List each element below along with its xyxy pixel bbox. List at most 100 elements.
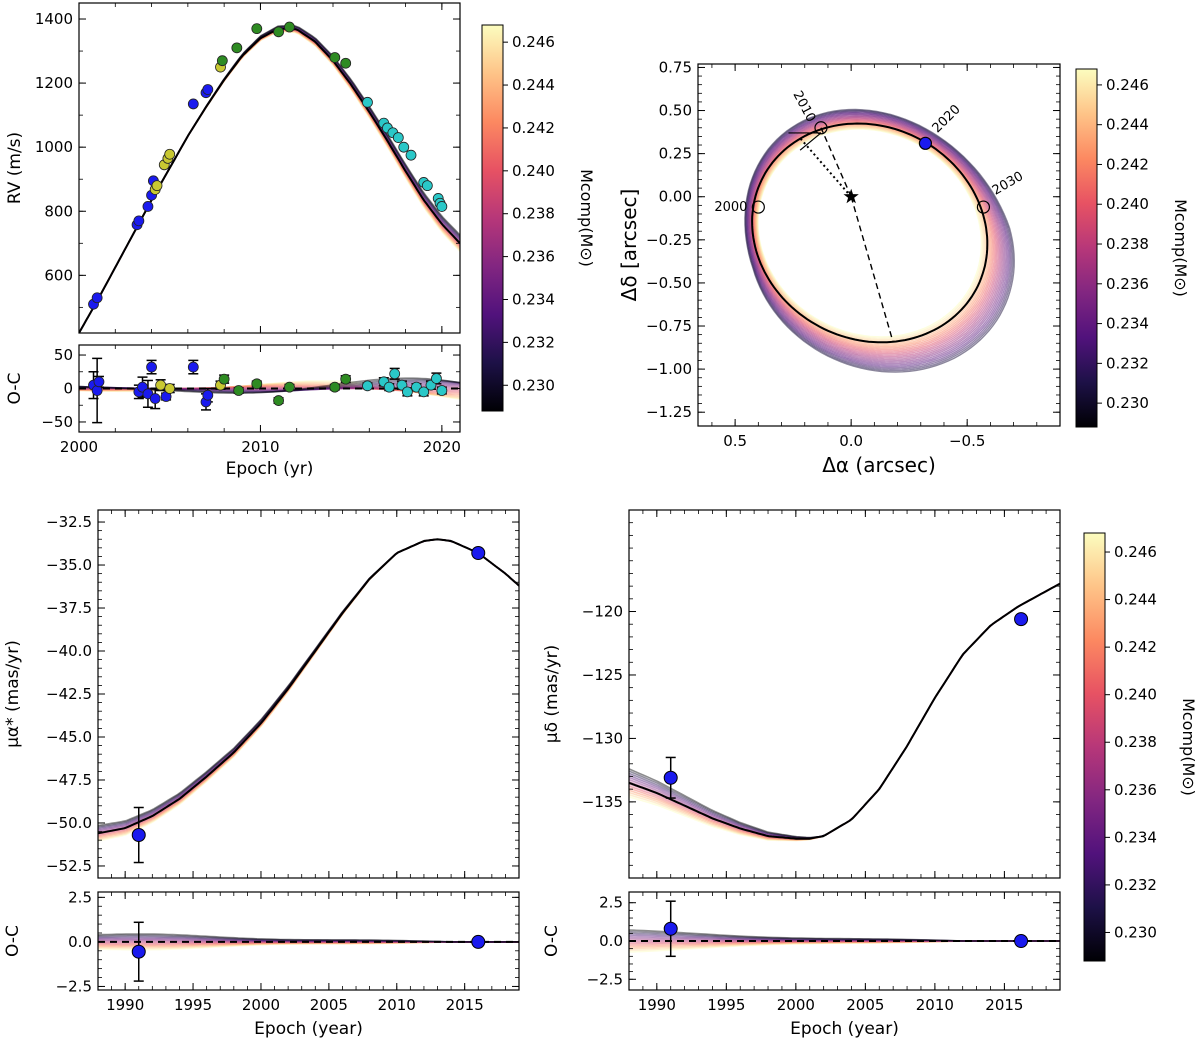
rv-data-point xyxy=(398,141,410,153)
rv-plot-area xyxy=(79,21,460,333)
pm_dec_oc-model-sample xyxy=(629,929,1060,942)
pm_dec_oc-ytick-label: 2.5 xyxy=(599,894,623,912)
pm_ra-ytick-label: −32.5 xyxy=(46,513,92,531)
orbit-sample xyxy=(755,125,987,342)
pm_ra-ytick-label: −47.5 xyxy=(46,771,92,789)
orbit-ytick-label: −1.25 xyxy=(646,403,692,421)
pm_ra-panel: −32.5 −35.0 −37.5 −40.0 −42.5 −45.0 −47.5 −50.0… xyxy=(3,509,520,879)
rv-data-point xyxy=(329,52,341,63)
pm_ra-ytick-label: −37.5 xyxy=(46,599,92,617)
pm_dec_oc-panel: 2.5 0.0 −2.5 1990 1995 2000 2005 2010 2015 O-C Epo… xyxy=(542,891,1061,1039)
pm_dec-plot-area xyxy=(629,582,1060,842)
colorbar-pm-tick-label: 0.230 xyxy=(1114,923,1157,941)
pm_dec-ytick-label: −120 xyxy=(582,603,623,621)
orbit-xtick-label: 0.5 xyxy=(723,432,747,450)
rv_oc-ytick-label: −50 xyxy=(41,413,73,431)
pm_ra_oc-frame xyxy=(97,891,520,991)
pm_dec_oc-plot-area xyxy=(629,900,1060,958)
rv-oc-data-point xyxy=(340,373,352,385)
pm_ra_oc-xtick-label: 1990 xyxy=(106,996,144,1014)
colorbar-pm-tick-label: 0.232 xyxy=(1114,876,1157,894)
pm_dec_oc-xtick-label: 1990 xyxy=(638,996,676,1014)
pm-dec-oc-data-point xyxy=(1014,934,1029,948)
rv-oc-data-point xyxy=(284,381,295,393)
pm_ra-model-sample xyxy=(98,538,519,827)
pm_ra-ytick-label: −42.5 xyxy=(46,685,92,703)
rv-model-sample xyxy=(79,30,460,333)
orbit-sample xyxy=(752,120,996,352)
pm_dec_oc-model-sample xyxy=(629,940,1060,948)
pm_ra-model-sample xyxy=(98,538,519,841)
colorbar-rv-tick-label: 0.244 xyxy=(512,76,555,94)
orbit-sample xyxy=(751,118,998,355)
rv-data-point xyxy=(187,98,199,110)
rv-model-sample xyxy=(79,26,460,333)
rv-data-point xyxy=(164,148,176,160)
colorbar-orbit-tick-label: 0.230 xyxy=(1106,394,1149,412)
pm_ra-model-sample xyxy=(98,538,519,832)
orbit-sample xyxy=(756,126,985,341)
pm_ra-model-sample xyxy=(98,538,519,829)
rv-data-point xyxy=(231,42,243,54)
pm_dec_oc-model-sample xyxy=(629,930,1060,942)
host-star-icon xyxy=(843,188,859,204)
epoch-label: 2030 xyxy=(990,169,1026,199)
colorbar-pm-tick-label: 0.238 xyxy=(1114,733,1157,751)
colorbar-pm-tick-label: 0.236 xyxy=(1114,781,1157,799)
pm_dec-panel: −120 −125 −130 −135 μδ (mas/yr) xyxy=(542,509,1061,879)
rv_oc-ytick-label: 0 xyxy=(63,380,73,398)
periastron-line xyxy=(850,196,894,342)
rv-data-point xyxy=(251,23,263,35)
pm_dec_oc-ytick-label: −2.5 xyxy=(587,970,623,988)
orbit-sample xyxy=(744,108,1015,373)
rv-oc-data-point xyxy=(155,379,167,391)
rv-ytick-label: 1400 xyxy=(35,10,73,28)
rv-model-sample xyxy=(79,28,460,333)
motion-arrow-head xyxy=(799,132,822,151)
rv-ytick-label: 600 xyxy=(44,266,73,284)
pm_ra_oc-xtick-label: 2005 xyxy=(310,996,348,1014)
pm_ra_oc-ylabel: O-C xyxy=(3,925,23,957)
colorbar-orbit-tick-label: 0.240 xyxy=(1106,195,1149,213)
orbit-panel: 2000 2010 2020 2030 0.75 0.50 0.25 0.00 −0.25 −0.… xyxy=(617,58,1061,477)
orbit-xlabel: Δα (arcsec) xyxy=(822,453,936,477)
rv-data-point xyxy=(340,57,352,69)
orbit-xtick-label: −0.5 xyxy=(949,432,985,450)
pm_ra_oc-ytick-label: 0.0 xyxy=(68,933,92,951)
rv-model-sample xyxy=(79,25,460,333)
colorbar-pm-gradient xyxy=(1083,532,1106,962)
rv-data-point xyxy=(284,21,295,33)
orbit-frame xyxy=(697,63,1061,427)
pm_ra-model-sample xyxy=(98,538,519,830)
colorbar-rv-tick-label: 0.240 xyxy=(512,162,555,180)
pm_dec_oc-xtick-label: 1995 xyxy=(707,996,745,1014)
orbit-ytick-label: 0.00 xyxy=(659,188,692,206)
pm_dec_oc-model-sample xyxy=(629,932,1060,942)
pm_ra_oc-panel: 2.5 0.0 −2.5 1990 1995 2000 2005 2010 2015 O-C Epo… xyxy=(3,888,520,1039)
pm-ra-data-point xyxy=(131,828,146,843)
colorbar-orbit-tick-label: 0.244 xyxy=(1106,116,1149,134)
rv-model-sample xyxy=(79,27,460,333)
rv_oc-xtick-label: 2000 xyxy=(60,438,98,456)
orbit-best-fit xyxy=(751,122,989,344)
pm_ra-model-sample xyxy=(98,538,519,836)
rv-oc-data-point xyxy=(93,376,105,388)
colorbar-pm-tick-label: 0.244 xyxy=(1114,591,1157,609)
pm_dec_oc-ylabel: O-C xyxy=(542,925,562,957)
rv-model-sample xyxy=(79,29,460,333)
orbit-sample xyxy=(750,118,1000,356)
rv-model-sample xyxy=(79,28,460,333)
epoch-marker xyxy=(976,200,991,214)
rv-data-point xyxy=(216,55,228,67)
orbit-sample xyxy=(746,111,1010,368)
rv-best-fit-line xyxy=(79,27,460,333)
colorbar-pm-tick-label: 0.242 xyxy=(1114,638,1157,656)
pm_dec_oc-xtick-label: 2010 xyxy=(916,996,954,1014)
pm-dec-data-point xyxy=(663,770,678,785)
rv-data-point xyxy=(133,215,145,227)
pm_ra-ylabel: μα* (mas/yr) xyxy=(3,640,23,748)
pm_ra-model-sample xyxy=(98,538,519,839)
colorbar-orbit-tick-label: 0.236 xyxy=(1106,275,1149,293)
pm_ra-model-sample xyxy=(98,538,519,828)
